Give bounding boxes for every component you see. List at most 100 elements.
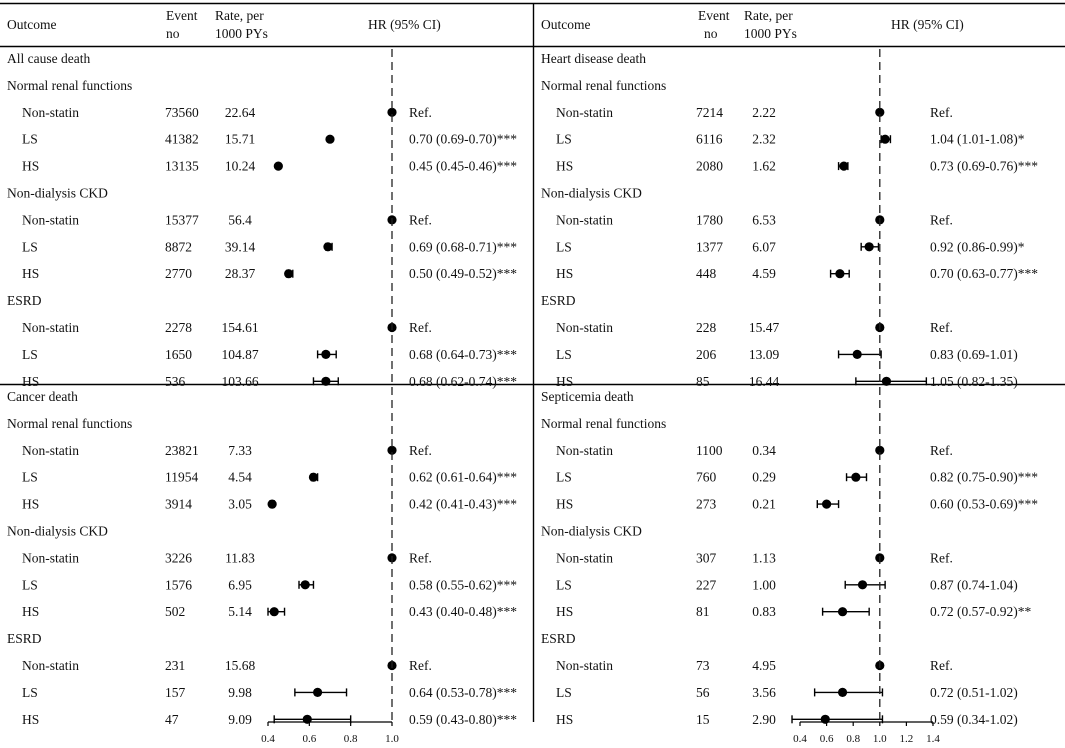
forest-panel-4: Septicemia death Normal renal functions No… — [541, 387, 1038, 745]
forest-row: LS 11954 4.54 0.62 (0.61-0.64)*** — [22, 470, 517, 485]
event-count: 3226 — [165, 550, 192, 565]
forest-row: HS 273 0.21 0.60 (0.53-0.69)*** — [556, 497, 1038, 512]
hr-point — [269, 607, 279, 617]
x-tick-label: 1.4 — [926, 733, 940, 745]
forest-row: HS 3914 3.05 0.42 (0.41-0.43)*** — [22, 497, 517, 512]
hr-ci-text: 0.64 (0.53-0.78)*** — [409, 685, 517, 700]
group-label: Normal renal functions — [7, 78, 132, 93]
forest-row: HS 502 5.14 0.43 (0.40-0.48)*** — [22, 604, 517, 619]
header-right: Outcome Event no Rate, per 1000 PYs HR (… — [541, 8, 964, 41]
header-event-line1: Event — [166, 8, 198, 23]
hr-ci-text: Ref. — [930, 105, 953, 120]
event-count: 502 — [165, 604, 185, 619]
event-count: 13135 — [165, 159, 199, 174]
x-tick-label: 0.8 — [344, 733, 358, 745]
event-count: 760 — [696, 470, 717, 485]
hr-point — [387, 445, 397, 455]
row-label: Non-statin — [22, 658, 79, 673]
hr-ci-text: 0.72 (0.51-1.02) — [930, 685, 1018, 700]
x-axis: 0.4 0.6 0.8 1.0 1.2 1.4 — [793, 721, 940, 745]
event-count: 6116 — [696, 132, 723, 147]
x-tick-label: 1.2 — [900, 733, 914, 745]
row-label: HS — [556, 266, 573, 281]
forest-row: HS 85 16.44 1.05 (0.82-1.35) — [556, 374, 1018, 389]
forest-row: Non-statin 1780 6.53 Ref. — [556, 212, 953, 227]
hr-point — [308, 472, 319, 482]
hr-point — [822, 499, 832, 509]
forest-row: LS 157 9.98 0.64 (0.53-0.78)*** — [22, 685, 517, 700]
event-count: 15 — [696, 712, 710, 727]
forest-row: LS 41382 15.71 0.70 (0.69-0.70)*** — [22, 132, 517, 147]
forest-row: LS 1576 6.95 0.58 (0.55-0.62)*** — [22, 577, 517, 592]
event-count: 1576 — [165, 577, 192, 592]
hr-point — [851, 472, 861, 482]
hr-ci-text: 0.83 (0.69-1.01) — [930, 347, 1018, 362]
hr-ci-text: 0.42 (0.41-0.43)*** — [409, 497, 517, 512]
x-tick-label: 0.8 — [846, 733, 860, 745]
event-count: 73 — [696, 658, 710, 673]
group-label: Normal renal functions — [7, 416, 132, 431]
rate-value: 3.05 — [228, 497, 252, 512]
row-label: HS — [556, 712, 573, 727]
rate-value: 0.21 — [752, 497, 776, 512]
rate-value: 1.62 — [752, 159, 776, 174]
row-label: Non-statin — [22, 105, 79, 120]
forest-row: Non-statin 307 1.13 Ref. — [556, 550, 953, 565]
row-label: LS — [22, 577, 38, 592]
forest-row: Non-statin 231 15.68 Ref. — [22, 658, 432, 673]
header-rate-line2: 1000 PYs — [215, 26, 268, 41]
hr-ci-text: Ref. — [409, 320, 432, 335]
header-hr: HR (95% CI) — [368, 17, 441, 32]
rate-value: 15.47 — [749, 320, 780, 335]
row-label: LS — [556, 132, 572, 147]
forest-row: HS 47 9.09 0.59 (0.43-0.80)*** — [22, 712, 517, 727]
rate-value: 28.37 — [225, 266, 256, 281]
hr-ci-text: 0.70 (0.69-0.70)*** — [409, 132, 517, 147]
hr-point — [321, 349, 331, 359]
forest-row: LS 56 3.56 0.72 (0.51-1.02) — [556, 685, 1018, 700]
hr-ci-text: Ref. — [409, 443, 432, 458]
hr-ci-text: 0.92 (0.86-0.99)* — [930, 239, 1025, 254]
forest-panels: All cause death Normal renal functions Non… — [7, 49, 1038, 745]
header-outcome: Outcome — [7, 17, 57, 32]
event-count: 227 — [696, 577, 717, 592]
header-outcome: Outcome — [541, 17, 591, 32]
forest-row: LS 6116 2.32 1.04 (1.01-1.08)* — [556, 132, 1025, 147]
row-label: HS — [556, 497, 573, 512]
rate-value: 4.59 — [752, 266, 776, 281]
hr-ci-text: 0.60 (0.53-0.69)*** — [930, 497, 1038, 512]
group-label: ESRD — [541, 631, 576, 646]
rate-value: 16.44 — [749, 374, 780, 389]
rate-value: 0.83 — [752, 604, 776, 619]
rate-value: 1.13 — [752, 550, 776, 565]
forest-row: LS 1650 104.87 0.68 (0.64-0.73)*** — [22, 347, 517, 362]
hr-ci-text: 1.04 (1.01-1.08)* — [930, 132, 1025, 147]
event-count: 8872 — [165, 239, 192, 254]
rate-value: 154.61 — [221, 320, 258, 335]
outcome-title: All cause death — [7, 51, 90, 66]
forest-row: LS 1377 6.07 0.92 (0.86-0.99)* — [556, 239, 1025, 254]
hr-point — [284, 269, 294, 279]
header-rate-line2: 1000 PYs — [744, 26, 797, 41]
row-label: Non-statin — [556, 443, 613, 458]
row-label: LS — [556, 239, 572, 254]
row-label: HS — [556, 604, 573, 619]
hr-point — [881, 376, 892, 386]
row-label: LS — [22, 347, 38, 362]
outcome-title: Cancer death — [7, 389, 78, 404]
rate-value: 9.98 — [228, 685, 252, 700]
hr-ci-text: 0.82 (0.75-0.90)*** — [930, 470, 1038, 485]
row-label: HS — [22, 159, 39, 174]
rate-value: 1.00 — [752, 577, 776, 592]
event-count: 47 — [165, 712, 179, 727]
row-label: Non-statin — [556, 320, 613, 335]
event-count: 2770 — [165, 266, 192, 281]
rate-value: 15.71 — [225, 132, 255, 147]
rate-value: 56.4 — [228, 212, 252, 227]
rate-value: 13.09 — [749, 347, 780, 362]
rate-value: 6.07 — [752, 239, 776, 254]
event-count: 157 — [165, 685, 186, 700]
forest-row: Non-statin 15377 56.4 Ref. — [22, 212, 432, 227]
event-count: 1377 — [696, 239, 723, 254]
